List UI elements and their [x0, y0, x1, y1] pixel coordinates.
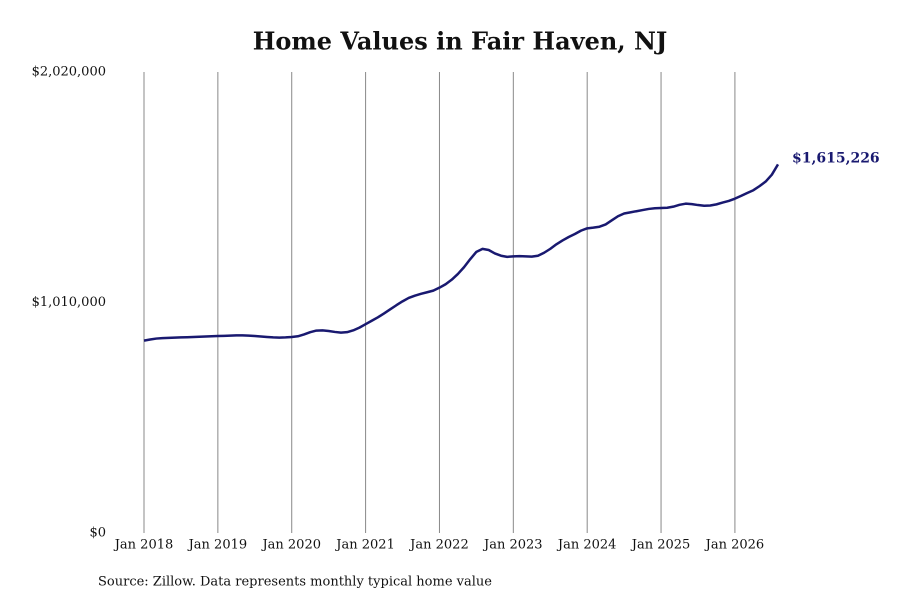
chart-title: Home Values in Fair Haven, NJ [253, 27, 668, 56]
x-tick-label: Jan 2025 [630, 538, 691, 553]
x-tick-label: Jan 2018 [113, 538, 174, 553]
y-tick-label: $0 [89, 526, 106, 541]
source-note: Source: Zillow. Data represents monthly … [98, 575, 492, 590]
y-tick-label: $1,010,000 [32, 295, 106, 310]
x-tick-label: Jan 2023 [482, 538, 543, 553]
y-tick-label: $2,020,000 [32, 65, 106, 80]
value-label: $1,615,226 [792, 150, 880, 166]
x-tick-label: Jan 2024 [556, 538, 617, 553]
line-series [143, 163, 780, 342]
x-tick-label: Jan 2019 [187, 538, 248, 553]
x-tick-label: Jan 2021 [334, 538, 395, 553]
x-tick-label: Jan 2022 [408, 538, 469, 553]
x-tick-label: Jan 2026 [704, 538, 765, 553]
x-tick-label: Jan 2020 [260, 538, 321, 553]
